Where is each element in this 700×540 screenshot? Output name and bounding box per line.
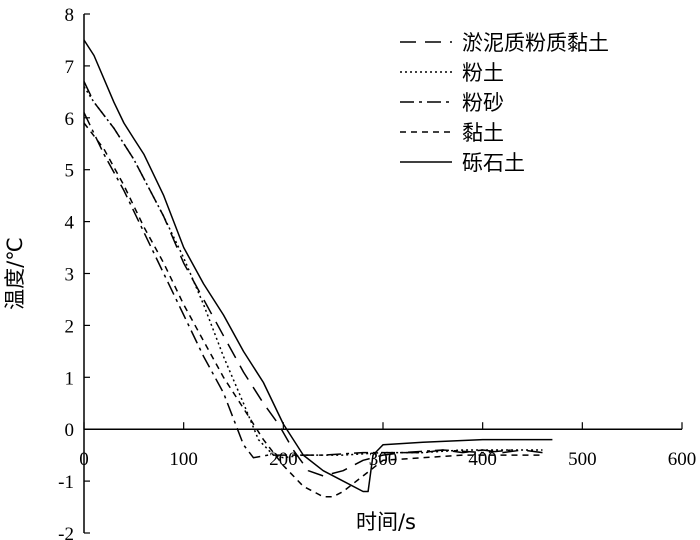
series-line bbox=[83, 112, 513, 459]
legend-label: 淤泥质粉质黏土 bbox=[462, 31, 609, 55]
series-line bbox=[83, 86, 543, 459]
y-tick-label: -1 bbox=[58, 472, 74, 493]
y-tick-label: 2 bbox=[65, 316, 75, 337]
x-tick-label: 0 bbox=[79, 449, 89, 470]
series-line bbox=[83, 81, 543, 477]
y-tick-label: 4 bbox=[65, 213, 75, 234]
y-tick-label: 8 bbox=[65, 5, 75, 26]
x-tick-label: 600 bbox=[668, 449, 697, 470]
x-axis-label: 时间/s bbox=[356, 510, 416, 534]
y-tick-label: 5 bbox=[65, 161, 75, 182]
y-tick-label: 6 bbox=[65, 109, 75, 130]
x-tick-label: 100 bbox=[169, 449, 198, 470]
y-tick-label: 3 bbox=[65, 265, 75, 286]
legend-label: 砾石土 bbox=[462, 151, 525, 175]
y-tick-label: 7 bbox=[65, 57, 75, 78]
legend-label: 粉砂 bbox=[462, 91, 504, 115]
x-tick-label: 200 bbox=[269, 449, 298, 470]
y-tick-label: 1 bbox=[65, 368, 75, 389]
series-line bbox=[83, 39, 553, 493]
y-tick-label: 0 bbox=[65, 420, 75, 441]
legend-label: 粉土 bbox=[462, 61, 504, 85]
x-tick-label: 500 bbox=[568, 449, 597, 470]
series-line bbox=[83, 122, 543, 498]
series-group bbox=[83, 39, 553, 498]
y-tick-label: -2 bbox=[58, 524, 74, 540]
legend-label: 黏土 bbox=[462, 121, 504, 145]
y-axis-label: 温度/℃ bbox=[3, 237, 27, 310]
